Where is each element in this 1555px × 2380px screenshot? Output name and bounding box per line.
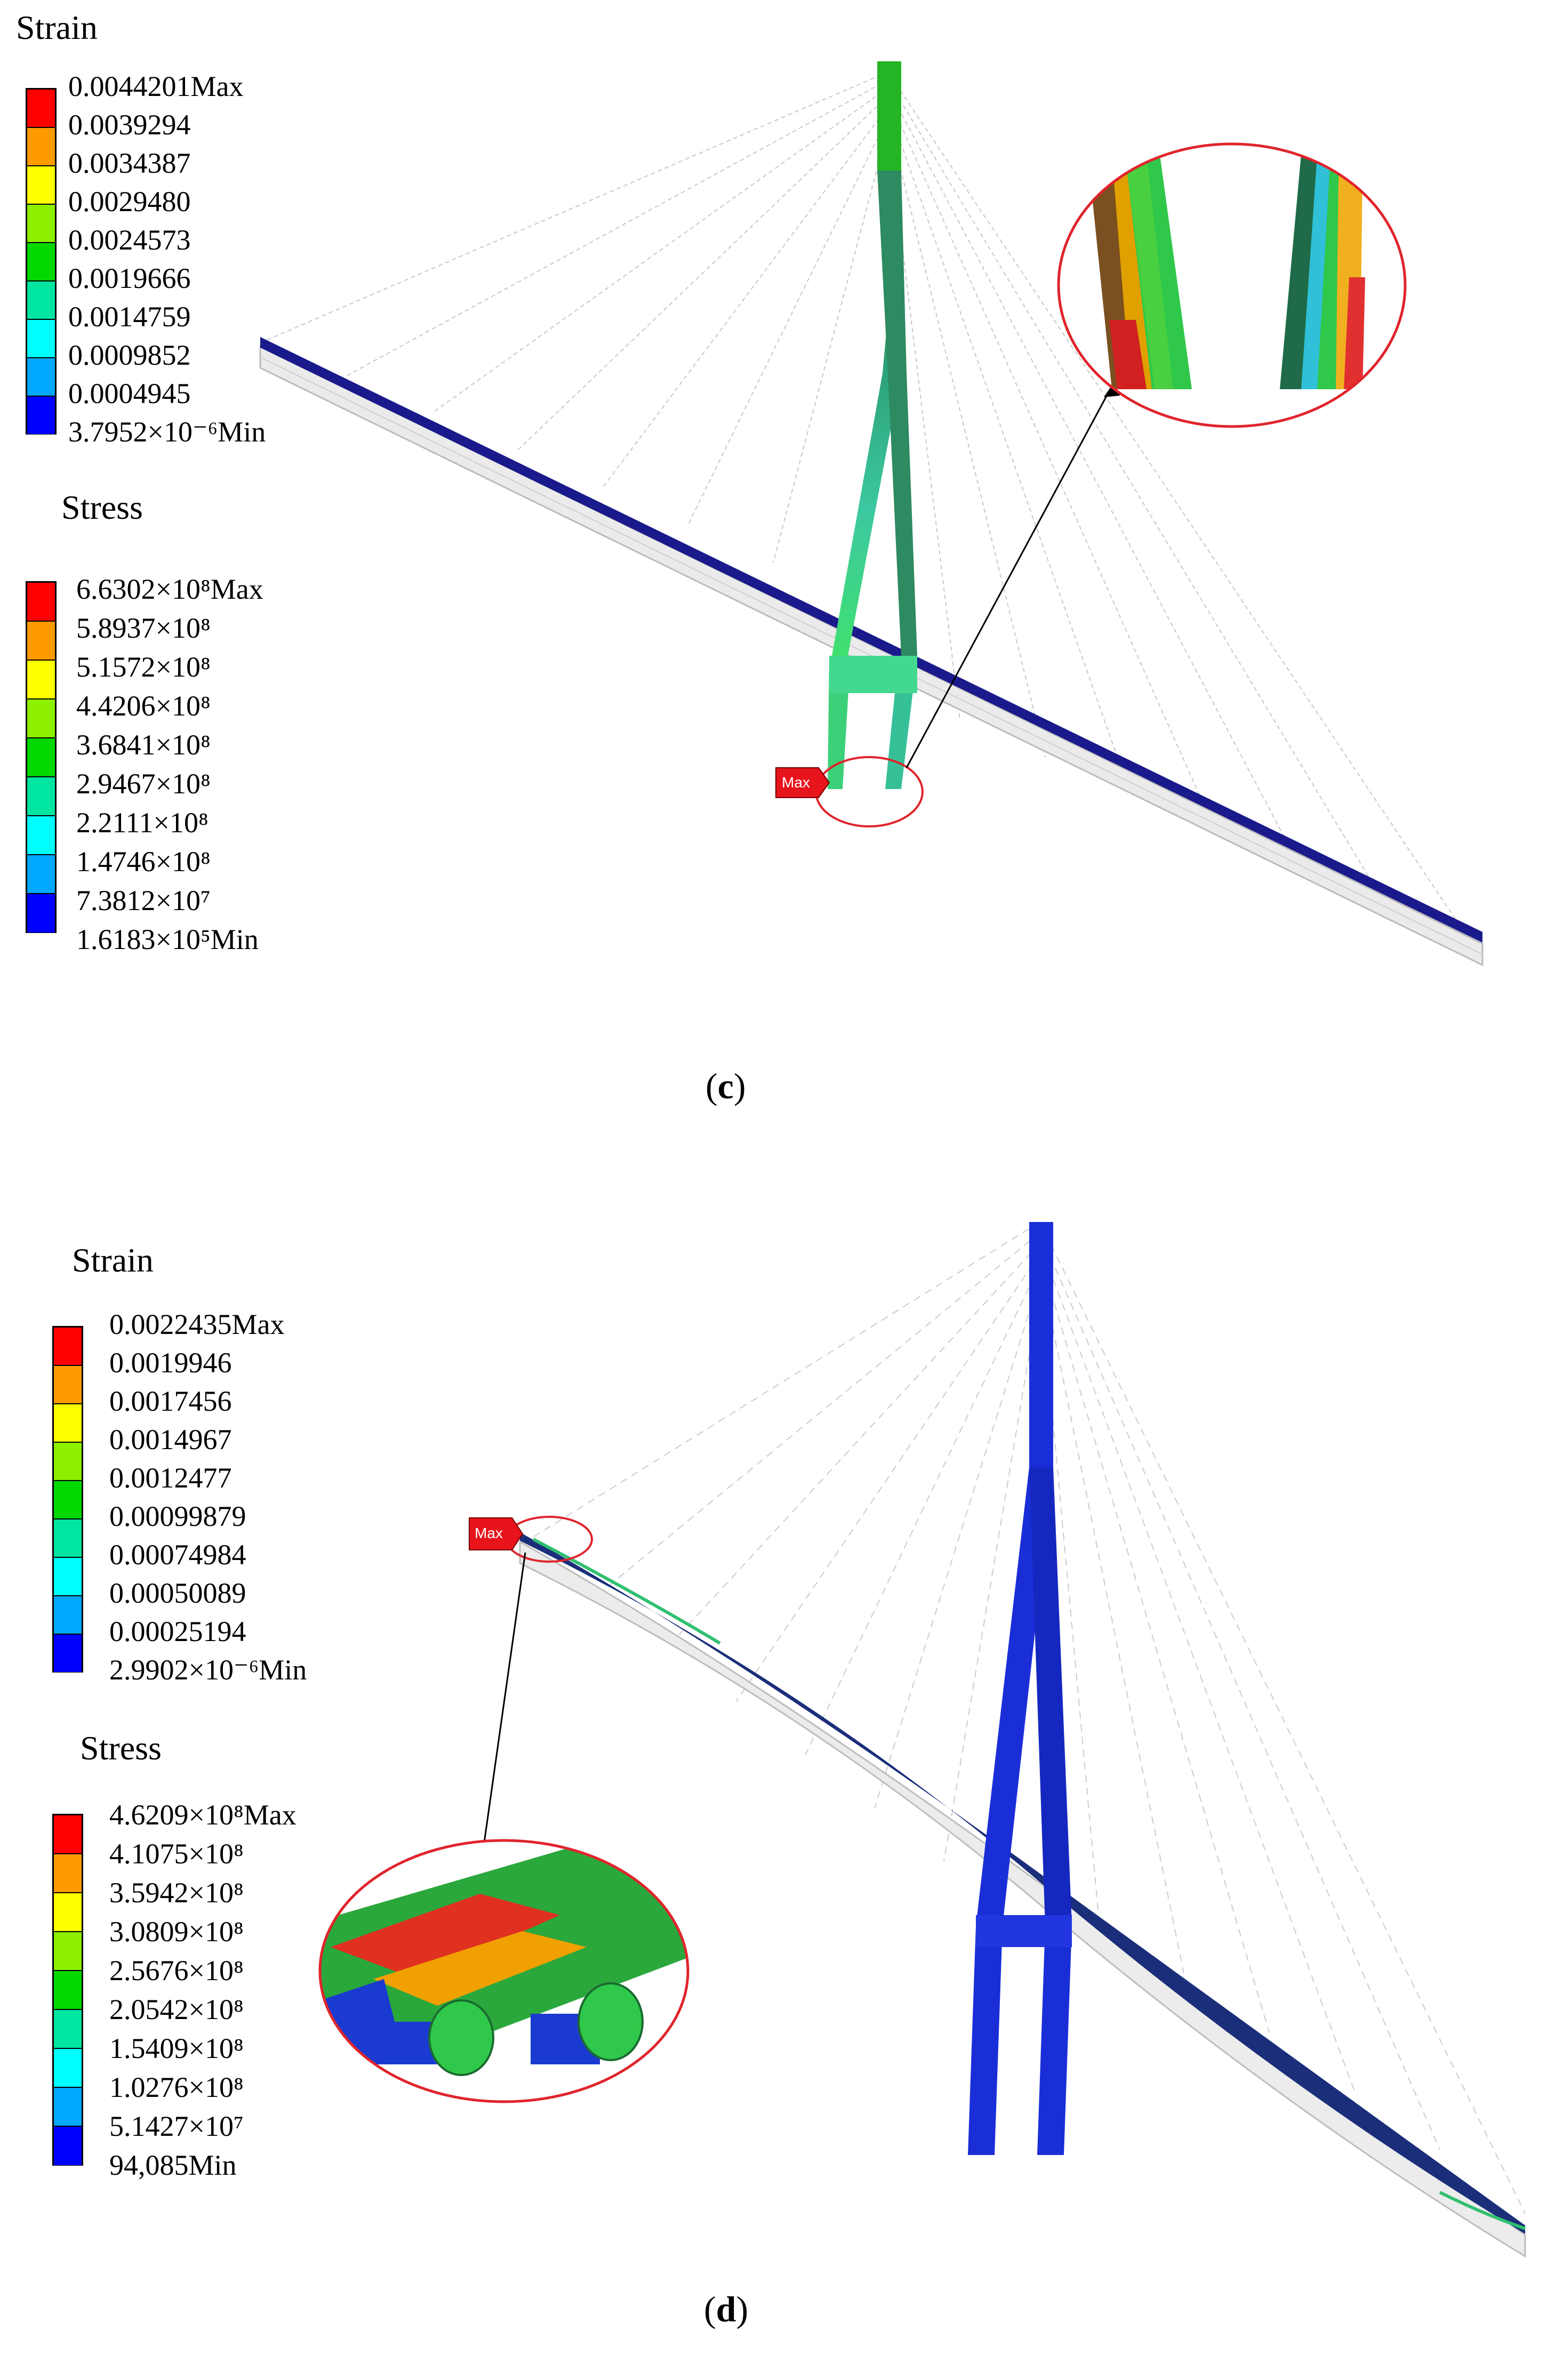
caption-letter-d: d [716, 2289, 736, 2329]
zoom-inset-c [1057, 142, 1407, 428]
bridge-model-d [318, 1221, 1526, 2258]
stress-label-c-9: 1.6183×10⁵Min [76, 923, 259, 955]
bridge-deck-c [260, 337, 1482, 943]
strain-label-c-5: 0.0019666 [68, 262, 191, 294]
zoom-inset-d [318, 1839, 690, 2103]
strain-label-d-8: 0.00025194 [109, 1615, 246, 1647]
stress-label-c-8: 7.3812×10⁷ [76, 885, 211, 916]
pylon-d [968, 1222, 1072, 2155]
max-tag-label-d: Max [475, 1525, 503, 1541]
bridge-deck-d [520, 1532, 1525, 2234]
stress-label-d-0: 4.6209×10⁸Max [109, 1799, 296, 1831]
strain-label-c-7: 0.0009852 [68, 339, 191, 371]
stress-label-c-2: 5.1572×10⁸ [76, 651, 211, 683]
strain-label-d-1: 0.0019946 [109, 1347, 232, 1379]
stress-label-c-6: 2.2111×10⁸ [76, 807, 209, 839]
strain-label-d-7: 0.00050089 [109, 1577, 246, 1609]
max-tag-label-c: Max [782, 774, 810, 791]
caption-d: (d) [704, 2289, 749, 2329]
max-tag-d [469, 1517, 524, 1550]
stress-label-d-4: 2.5676×10⁸ [109, 1955, 244, 1987]
strain-colorbar-c [26, 88, 57, 435]
strain-legend-title-d: Strain [72, 1241, 154, 1279]
stress-label-c-3: 4.4206×10⁸ [76, 690, 211, 722]
caption-letter-c: c [717, 1066, 734, 1106]
strain-label-c-8: 0.0004945 [68, 377, 191, 409]
stress-colorbar-c [26, 581, 57, 933]
strain-label-c-3: 0.0029480 [68, 186, 191, 218]
strain-label-c-1: 0.0039294 [68, 109, 191, 141]
strain-label-c-0: 0.0044201Max [68, 70, 244, 102]
stress-label-d-2: 3.5942×10⁸ [109, 1877, 244, 1909]
strain-label-d-4: 0.0012477 [109, 1462, 232, 1494]
stress-label-c-0: 6.6302×10⁸Max [76, 573, 263, 605]
stress-label-d-9: 94,085Min [109, 2149, 237, 2181]
stress-label-c-7: 1.4746×10⁸ [76, 846, 211, 878]
stress-label-d-7: 1.0276×10⁸ [109, 2071, 244, 2103]
stress-label-d-5: 2.0542×10⁸ [109, 1993, 244, 2025]
stress-legend-title-d: Stress [80, 1729, 162, 1767]
stress-label-d-1: 4.1075×10⁸ [109, 1838, 244, 1870]
stress-label-c-1: 5.8937×10⁸ [76, 612, 211, 644]
strain-label-c-9: 3.7952×10⁻⁶Min [68, 416, 266, 448]
strain-label-d-3: 0.0014967 [109, 1424, 232, 1456]
stay-cables-c [263, 71, 1472, 944]
strain-label-d-5: 0.00099879 [109, 1500, 246, 1532]
stress-label-d-3: 3.0809×10⁸ [109, 1916, 244, 1948]
max-tag-c [775, 767, 830, 798]
strain-legend-title-c: Strain [16, 9, 98, 46]
stress-colorbar-d [52, 1814, 83, 2166]
strain-colorbar-d [52, 1326, 83, 1673]
stress-legend-title-c: Stress [61, 488, 143, 526]
strain-label-d-0: 0.0022435Max [109, 1308, 285, 1340]
strain-label-c-4: 0.0024573 [68, 224, 191, 256]
strain-label-c-6: 0.0014759 [68, 301, 191, 333]
caption-c: (c) [706, 1066, 746, 1106]
stress-label-d-6: 1.5409×10⁸ [109, 2032, 244, 2064]
strain-label-d-9: 2.9902×10⁻⁶Min [109, 1654, 307, 1686]
panel-d: Max Strain 0.0022435Max 0.0019946 0.0017… [0, 1190, 1555, 2380]
strain-label-d-6: 0.00074984 [109, 1539, 246, 1571]
pylon-c [828, 61, 917, 789]
stress-label-c-4: 3.6841×10⁸ [76, 729, 211, 761]
deck-truss-d [519, 1540, 1526, 2258]
strain-label-c-2: 0.0034387 [68, 147, 191, 179]
bridge-model-c [259, 61, 1484, 967]
panel-c: Max Strain 0.0044201Max 0.0039294 0.0034… [16, 9, 1484, 1106]
stress-label-c-5: 2.9467×10⁸ [76, 768, 211, 800]
stress-label-d-8: 5.1427×10⁷ [109, 2110, 244, 2142]
strain-label-d-2: 0.0017456 [109, 1385, 232, 1417]
